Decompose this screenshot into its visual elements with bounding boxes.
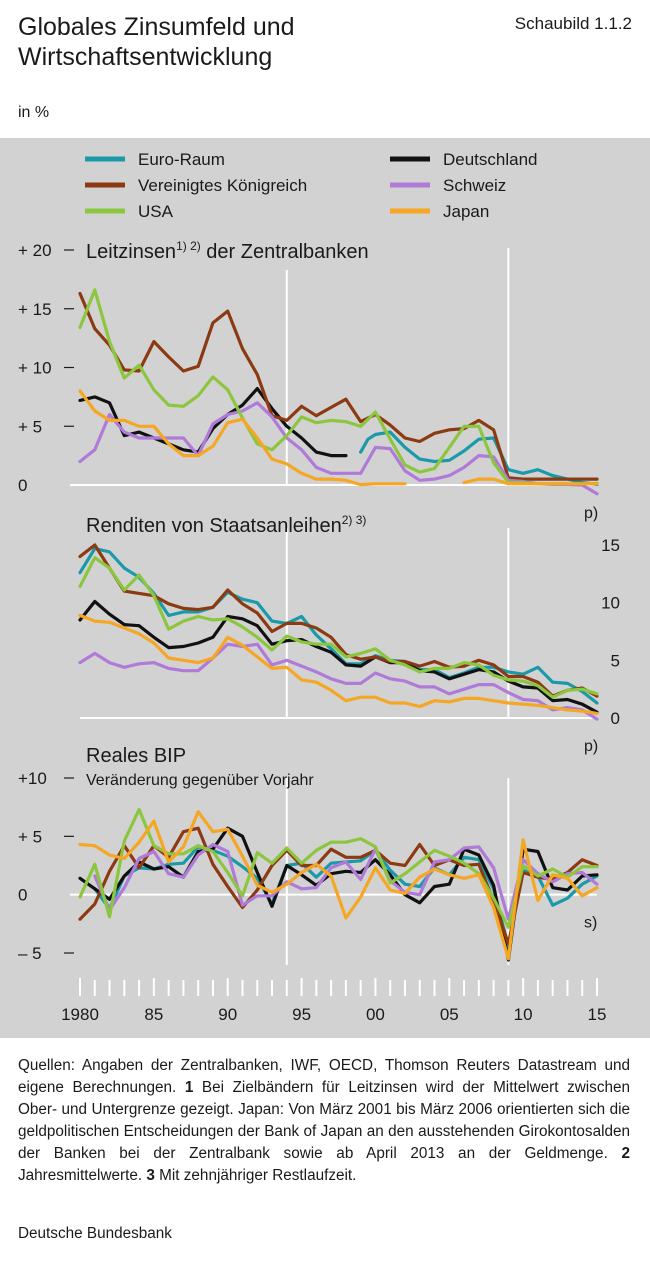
y-tick-0-2: + 10 (18, 359, 52, 378)
series-0-1 (78, 387, 348, 458)
chart-svg: Euro-Raum Deutschland Vereinigtes Königrei… (18, 150, 620, 1024)
panel-subtitle-2: Veränderung gegenüber Vorjahr (86, 772, 314, 789)
source-org: Deutsche Bundesbank (18, 1225, 172, 1242)
panel-title-1: Renditen von Staatsanleihen2) 3) (86, 513, 366, 537)
legend-label-4: USA (138, 202, 174, 221)
legend-label-5: Japan (443, 202, 489, 221)
y-tick-1-0: 15 (601, 536, 620, 555)
footnote-sources: Quellen: Angaben der Zentralbanken, IWF,… (18, 1057, 630, 1096)
series-1-2 (78, 543, 599, 698)
footnotes: Quellen: Angaben der Zentralbanken, IWF,… (18, 1055, 630, 1187)
panel-title-2: Reales BIP (86, 745, 186, 767)
panel-title-1-main: Renditen von Staatsanleihen (86, 515, 342, 537)
chart-panel: Euro-Raum Deutschland Vereinigtes Königrei… (0, 138, 650, 1038)
y-tick-2-3: – 5 (18, 944, 42, 963)
series-0-3 (78, 401, 599, 496)
unit-label: in % (18, 104, 50, 121)
end-note-1: p) (584, 738, 598, 755)
x-label-3: 95 (292, 1005, 311, 1024)
x-label-5: 05 (440, 1005, 459, 1024)
y-tick-0-1: + 15 (18, 300, 52, 319)
series-1-4 (78, 556, 599, 699)
footnote-3-number: 3 (146, 1167, 155, 1184)
x-label-7: 15 (588, 1005, 607, 1024)
footnote-3-text: Mit zehnjähriger Restlaufzeit. (159, 1167, 357, 1184)
y-tick-1-3: 0 (611, 709, 620, 728)
x-label-4: 00 (366, 1005, 385, 1024)
x-label-2: 90 (218, 1005, 237, 1024)
x-label-6: 10 (514, 1005, 533, 1024)
series-2-3 (93, 842, 599, 921)
footnote-1-number: 1 (184, 1079, 194, 1096)
end-note-0: p) (584, 505, 598, 522)
y-tick-0-4: 0 (18, 476, 27, 495)
series-1-3 (78, 642, 599, 721)
figure-number: Schaubild 1.1.2 (514, 14, 632, 33)
footnote-2-text: Jahresmittelwerte. (18, 1167, 143, 1184)
title-line-2: Wirtschaftsentwicklung (18, 43, 273, 71)
footnote-1-text: Bei Zielbändern für Leitzinsen wird der … (18, 1079, 630, 1162)
y-tick-1-1: 10 (601, 594, 620, 613)
series-1-1 (78, 599, 599, 714)
series-1-0 (78, 546, 599, 705)
legend-label-2: Vereinigtes Königreich (138, 176, 307, 195)
legend-label-1: Deutschland (443, 150, 538, 169)
series-0-5 (78, 389, 407, 487)
panel-title-0-main: Leitzinsen (86, 241, 176, 263)
panel-title-0-sup: 1) 2) (176, 239, 201, 253)
legend-label-0: Euro-Raum (138, 150, 225, 169)
panel-title-1-sup: 2) 3) (342, 513, 367, 527)
series-2-5 (78, 810, 599, 961)
y-tick-1-2: 5 (611, 651, 620, 670)
footnote-2-number: 2 (621, 1145, 630, 1162)
y-tick-2-1: + 5 (18, 827, 42, 846)
x-label-1: 85 (144, 1005, 163, 1024)
y-tick-2-2: 0 (18, 886, 27, 905)
legend-label-3: Schweiz (443, 176, 506, 195)
title-line-1: Globales Zinsumfeld und (18, 13, 295, 41)
panel-title-0: Leitzinsen1) 2) der Zentralbanken (86, 239, 369, 263)
end-note-2: s) (584, 915, 597, 932)
series-1-5 (78, 613, 599, 716)
series-0-2 (78, 291, 599, 481)
y-tick-2-0: +10 (18, 769, 47, 788)
panel-title-0-sub: der Zentralbanken (201, 241, 369, 263)
y-tick-0-0: + 20 (18, 241, 52, 260)
x-label-0: 1980 (61, 1005, 99, 1024)
chart-title: Globales Zinsumfeld und Wirtschaftsentwi… (18, 12, 438, 72)
y-tick-0-3: + 5 (18, 417, 42, 436)
series-0-6 (462, 477, 599, 486)
